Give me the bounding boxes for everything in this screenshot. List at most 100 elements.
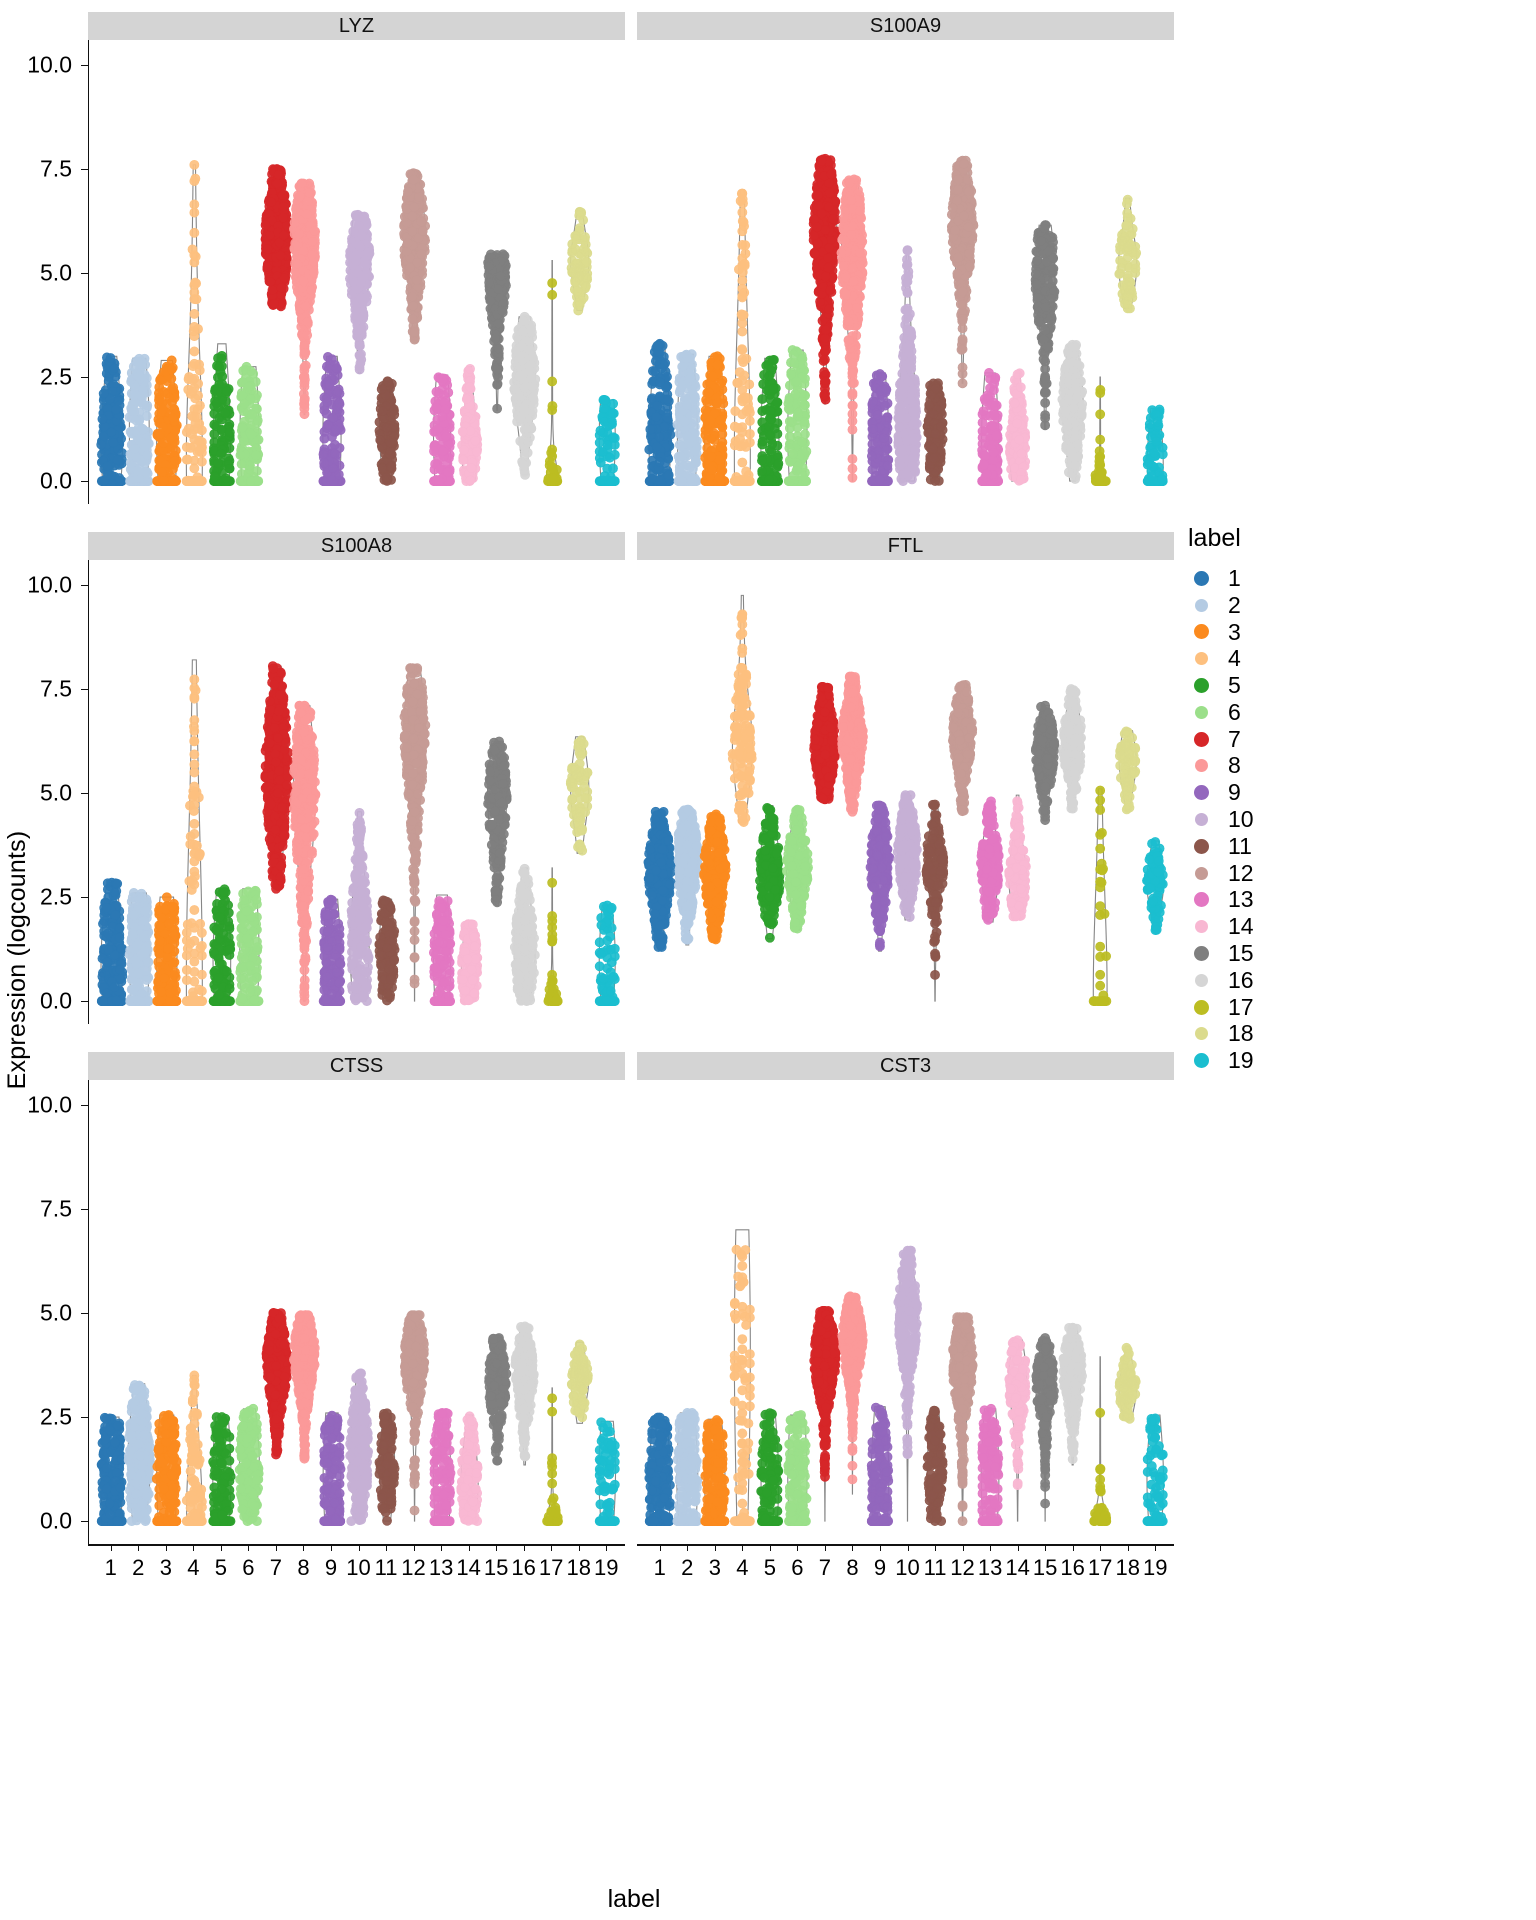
beeswarm-points xyxy=(1004,796,1031,922)
legend-swatch-icon xyxy=(1186,705,1216,719)
legend-item[interactable]: 18 xyxy=(1186,1020,1326,1048)
beeswarm-points xyxy=(672,1408,703,1527)
x-tick-label: 6 xyxy=(791,1555,803,1581)
beeswarm-points xyxy=(1005,368,1031,486)
beeswarm-points xyxy=(700,351,730,487)
y-tick-label: 10.0 xyxy=(0,571,72,598)
beeswarm-points xyxy=(399,1310,430,1516)
x-tick-label: 10 xyxy=(895,1555,919,1581)
beeswarm-points xyxy=(922,378,948,486)
beeswarm-points xyxy=(947,679,978,817)
x-tick-mark xyxy=(468,1544,470,1551)
legend-item[interactable]: 9 xyxy=(1186,779,1326,806)
y-tick-mark xyxy=(81,169,88,170)
beeswarm-points xyxy=(234,1403,264,1527)
x-axis-tick-labels-left: 1 2 3 4 5 6 7 8 9 10 11 12 13 14 15 16 17 18 19 xyxy=(88,1555,625,1585)
x-tick-label: 1 xyxy=(105,1555,117,1581)
x-tick-label: 19 xyxy=(594,1555,618,1581)
legend-item[interactable]: 7 xyxy=(1186,726,1326,753)
x-axis-line-left xyxy=(88,1544,625,1546)
beeswarm-points xyxy=(783,345,812,487)
beeswarm-points xyxy=(594,900,620,1007)
beeswarm-points xyxy=(866,1402,894,1527)
x-tick-label: 2 xyxy=(132,1555,144,1581)
x-tick-label: 9 xyxy=(325,1555,337,1581)
legend-item[interactable]: 3 xyxy=(1186,619,1326,646)
legend-item[interactable]: 13 xyxy=(1186,886,1326,914)
x-tick-mark xyxy=(138,1544,140,1551)
legend-swatch-icon xyxy=(1186,759,1216,773)
legend-label: 19 xyxy=(1228,1047,1254,1074)
x-tick-mark xyxy=(659,1544,661,1551)
facet-row-2: S100A8 FTL xyxy=(88,532,1174,1024)
beeswarm-points xyxy=(318,894,346,1007)
x-tick-label: 13 xyxy=(978,1555,1002,1581)
legend-item[interactable]: 19 xyxy=(1186,1047,1326,1074)
beeswarm-points xyxy=(1030,700,1060,825)
facet-row-3: CTSS 1 2 3 4 5 6 7 8 9 10 11 12 13 14 15 16 17 18 19 CST3 … xyxy=(88,1052,1174,1580)
beeswarm-points xyxy=(699,809,731,945)
legend-item[interactable]: 8 xyxy=(1186,752,1326,780)
beeswarm-points xyxy=(866,369,894,487)
legend-item[interactable]: 16 xyxy=(1186,967,1326,994)
y-tick-mark xyxy=(81,1417,88,1419)
legend-item[interactable]: 2 xyxy=(1186,592,1326,619)
x-tick-label: 10 xyxy=(346,1555,370,1581)
x-tick-mark xyxy=(275,1544,277,1551)
legend-item[interactable]: 4 xyxy=(1186,645,1326,672)
beeswarm-points xyxy=(837,671,868,817)
legend-item[interactable]: 5 xyxy=(1186,672,1326,699)
x-tick-mark xyxy=(303,1544,305,1551)
beeswarm-points xyxy=(457,919,483,1006)
legend-label: 14 xyxy=(1228,913,1254,940)
beeswarm-points xyxy=(1114,1342,1141,1424)
beeswarm-points xyxy=(755,803,785,943)
y-tick-mark xyxy=(81,1001,88,1003)
beeswarm-points xyxy=(208,1412,236,1527)
beeswarm-points xyxy=(510,1321,539,1462)
x-tick-mark xyxy=(578,1544,580,1551)
beeswarm-points xyxy=(181,1370,207,1527)
legend-label: 13 xyxy=(1228,886,1254,913)
x-tick-mark xyxy=(386,1544,388,1551)
beeswarm-points xyxy=(565,735,593,856)
beeswarm-points xyxy=(977,368,1004,487)
beeswarm-points xyxy=(781,804,813,934)
beeswarm-points xyxy=(1030,220,1060,431)
x-tick-mark xyxy=(907,1544,909,1551)
beeswarm-points xyxy=(893,1245,922,1460)
legend-item[interactable]: 1 xyxy=(1186,565,1326,592)
beeswarm-points xyxy=(1088,785,1112,1007)
legend-item[interactable]: 12 xyxy=(1186,860,1326,887)
x-tick-label: 18 xyxy=(566,1555,590,1581)
legend-swatch-icon xyxy=(1186,731,1216,747)
beeswarm-points xyxy=(152,355,182,487)
beeswarm-points xyxy=(921,799,949,980)
beeswarm-points xyxy=(783,1410,812,1527)
y-tick-mark xyxy=(81,64,88,66)
y-tick-label: 2.5 xyxy=(0,1404,72,1431)
y-tick-mark xyxy=(81,897,88,899)
beeswarm-points xyxy=(345,1368,374,1527)
legend-label: 7 xyxy=(1228,726,1241,753)
legend-swatch-icon xyxy=(1186,946,1216,962)
legend-item[interactable]: 10 xyxy=(1186,806,1326,833)
beeswarm-points xyxy=(1142,837,1168,936)
panel-cst3: CST3 1 2 3 4 5 6 7 8 9 10 11 12 13 14 15 16 17 18 19 xyxy=(637,1052,1174,1580)
legend-item[interactable]: 14 xyxy=(1186,913,1326,940)
legend-label: 5 xyxy=(1228,672,1241,699)
x-tick-label: 14 xyxy=(1005,1555,1029,1581)
x-tick-label: 8 xyxy=(297,1555,309,1581)
legend-swatch-icon xyxy=(1186,1027,1216,1041)
legend-item[interactable]: 17 xyxy=(1186,994,1326,1021)
y-tick-mark xyxy=(81,1104,88,1106)
plot-area-cst3 xyxy=(637,1080,1174,1544)
legend-item[interactable]: 6 xyxy=(1186,699,1326,726)
legend-item[interactable]: 15 xyxy=(1186,940,1326,967)
beeswarm-points xyxy=(509,863,540,1007)
plot-area-s100a8 xyxy=(88,560,626,1024)
x-tick-mark xyxy=(551,1544,553,1551)
panel-ctss: CTSS 1 2 3 4 5 6 7 8 9 10 11 12 13 14 15 16 17 18 19 xyxy=(88,1052,626,1580)
legend-item[interactable]: 11 xyxy=(1186,833,1326,860)
y-tick-mark xyxy=(81,584,88,586)
